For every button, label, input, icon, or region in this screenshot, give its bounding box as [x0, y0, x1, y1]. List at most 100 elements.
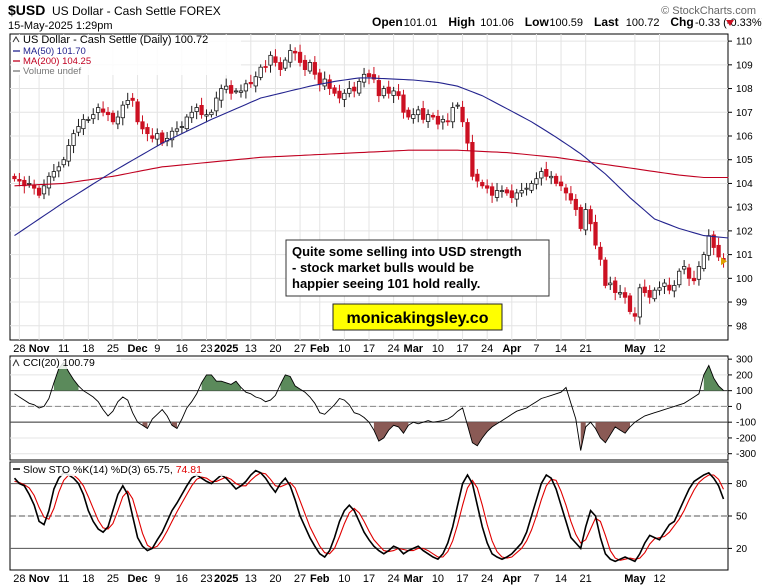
cci-negative-fill [373, 422, 409, 442]
change-down-icon [726, 20, 734, 26]
chart-date: 15-May-2025 1:29pm [8, 20, 113, 32]
candle-body [12, 175, 17, 180]
candle-body [302, 59, 308, 70]
candle-body [627, 295, 633, 312]
candle-body [381, 88, 386, 97]
candle-body [401, 94, 406, 113]
cci-tick-label: -200 [736, 433, 756, 444]
ohlc-label: High [448, 15, 475, 29]
candle-body [17, 179, 22, 182]
candle-body [91, 114, 96, 120]
watermark: © StockCharts.com [661, 5, 756, 17]
candle-body [243, 83, 249, 92]
price-tick-label: 104 [736, 179, 753, 190]
candle-body [706, 235, 711, 256]
price-tick-label: 106 [736, 132, 753, 143]
candle-body [549, 175, 554, 179]
candle-body [145, 127, 150, 135]
candle-body [460, 106, 465, 123]
cci-tick-label: -100 [736, 418, 756, 429]
cci-positive-fill [201, 374, 241, 391]
x-tick-label: 25 [107, 343, 119, 355]
candle-body [677, 270, 682, 286]
candle-body [36, 187, 42, 196]
candle-body [283, 59, 288, 69]
candle-body [480, 182, 485, 187]
x-tick-label: 23 [200, 343, 212, 355]
candle-body [253, 76, 258, 87]
candle-body [593, 221, 598, 246]
x-tick-label: 27 [294, 573, 306, 585]
x-tick-label: 25 [107, 573, 119, 585]
annotation-line-1: Quite some selling into USD strength [292, 244, 522, 259]
candle-body [337, 90, 342, 99]
cci-positive-fill [53, 362, 79, 391]
candle-body [100, 108, 106, 113]
cci-panel: -300 -200 -100 0 100 200 300 CCI(20) 100.79 [9, 355, 756, 461]
price-tick-label: 101 [736, 250, 753, 261]
cci-tick-label: 200 [736, 370, 753, 381]
x-tick-label: Apr [502, 343, 522, 355]
x-tick-label: 14 [555, 573, 567, 585]
candle-body [352, 86, 357, 92]
candle-body [155, 133, 160, 140]
candle-body [238, 90, 244, 93]
candle-body [411, 114, 416, 119]
candle-body [588, 209, 593, 225]
candle-body [66, 145, 71, 162]
sto-tick-label: 50 [736, 512, 748, 523]
sto-x-axis: 28 Nov 11 18 25 Dec 9 16 23 2025 13 20 27 Feb 10 17 24 Ma… [13, 573, 665, 585]
candle-body [273, 56, 278, 63]
candle-body [514, 192, 519, 200]
candle-body [430, 114, 436, 118]
annotation-box [285, 239, 550, 297]
x-tick-label: Apr [502, 573, 522, 585]
candle-legend-icon [12, 36, 20, 43]
candle-body [258, 66, 263, 78]
candle-body [194, 107, 199, 112]
candle-body [293, 50, 298, 54]
candle-body [701, 254, 706, 269]
candle-body [86, 118, 91, 121]
x-tick-label: 17 [456, 343, 468, 355]
candle-body [135, 101, 140, 123]
candle-body [347, 88, 352, 94]
candle-body [248, 81, 253, 85]
candle-body [485, 185, 490, 189]
x-tick-label: Mar [404, 343, 424, 355]
sto-tick-label: 20 [736, 544, 748, 555]
x-tick-label: 20 [269, 343, 281, 355]
candle-body [357, 81, 362, 94]
x-tick-label: 24 [387, 573, 399, 585]
candle-body [209, 111, 214, 116]
cci-tick-label: 100 [736, 386, 753, 397]
x-tick-label: 9 [154, 343, 160, 355]
x-tick-label: 7 [533, 343, 539, 355]
ma200-line [14, 149, 729, 187]
price-tick-label: 100 [736, 274, 753, 285]
ohlc-summary: Open 101.01 High 101.06 Low 100.59 Last 100.72 C… [372, 15, 762, 29]
x-tick-label: 11 [58, 343, 69, 355]
price-tick-label: 102 [736, 226, 753, 237]
cci-tick-label: 0 [736, 402, 742, 413]
sto-d-line [14, 472, 724, 561]
ohlc-value: 100.72 [626, 17, 660, 29]
annotation-line-2: - stock market bulls would be [292, 260, 474, 275]
legend-entry: MA(200) 104.25 [23, 56, 91, 67]
candle-body [603, 259, 608, 286]
candle-body [366, 73, 372, 78]
candle-body [184, 116, 189, 130]
candle-body [622, 292, 628, 298]
candle-body [76, 126, 81, 133]
candle-body [376, 80, 381, 97]
candle-body [667, 284, 672, 291]
candle-body [317, 72, 322, 85]
candle-body [46, 175, 52, 189]
candle-body [160, 132, 165, 144]
x-tick-label: 9 [154, 573, 160, 585]
candle-body [445, 120, 450, 123]
candle-body [465, 122, 470, 144]
x-tick-label: 11 [58, 573, 69, 585]
candle-body [169, 130, 175, 141]
